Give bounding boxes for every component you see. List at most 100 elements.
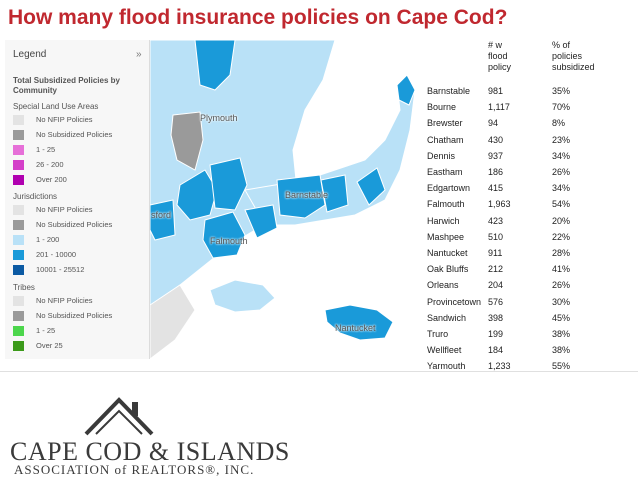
percent-subsidized-cell: 23% xyxy=(552,134,571,145)
legend-close-icon[interactable]: » xyxy=(136,49,142,60)
policy-count-cell: 576 xyxy=(488,296,504,307)
flood-policy-table: # w flood policy % of policies subsidize… xyxy=(425,40,630,371)
percent-subsidized-cell: 20% xyxy=(552,215,571,226)
legend-swatch xyxy=(13,114,24,125)
header-line: subsidized xyxy=(552,62,595,72)
legend-item-label: No Subsidized Policies xyxy=(36,220,113,229)
community-cell: Bourne xyxy=(427,102,457,113)
house-roof-icon xyxy=(84,397,154,436)
community-cell: Dennis xyxy=(427,150,456,161)
jurisdiction-plymouth xyxy=(170,111,204,171)
policy-count-cell: 911 xyxy=(488,248,503,258)
legend-item-label: 26 - 200 xyxy=(36,160,64,169)
table-row: Dennis 937 34% xyxy=(425,148,625,164)
policy-count-cell: 184 xyxy=(488,345,504,356)
legend-swatch xyxy=(13,264,24,275)
policy-count-cell: 415 xyxy=(488,183,504,194)
table-row: Harwich 423 20% xyxy=(425,213,625,229)
percent-subsidized-cell: 28% xyxy=(552,248,571,258)
table-row: Edgartown 415 34% xyxy=(425,180,625,196)
legend-swatch xyxy=(13,234,24,245)
policy-count-cell: 430 xyxy=(488,134,504,145)
legend-swatch xyxy=(13,340,24,351)
table-row: Orleans 204 26% xyxy=(425,277,625,293)
percent-subsidized-cell: 55% xyxy=(552,361,571,372)
community-cell: Truro xyxy=(427,329,449,339)
logo-name: CAPE COD & ISLANDS xyxy=(10,437,290,466)
policy-count-cell: 1,233 xyxy=(488,361,511,372)
logo-subtitle: ASSOCIATION of REALTORS®, INC. xyxy=(14,462,255,477)
legend-swatch xyxy=(13,325,24,336)
table-row: Eastham 186 26% xyxy=(425,164,625,180)
island-marthas-vineyard xyxy=(209,279,276,313)
policy-count-cell: 981 xyxy=(488,86,504,96)
community-cell: Sandwich xyxy=(427,312,467,323)
community-cell: Oak Bluffs xyxy=(427,264,469,275)
bay-edge-left xyxy=(149,284,196,359)
legend-item: No NFIP Policies xyxy=(13,204,93,215)
community-cell: Brewster xyxy=(427,118,463,129)
header-line: policies xyxy=(552,51,583,61)
legend-item: 1 - 200 xyxy=(13,234,59,245)
community-cell: Mashpee xyxy=(427,231,465,242)
policy-count-cell: 510 xyxy=(488,231,504,242)
community-cell: Chatham xyxy=(427,134,464,145)
policy-count-cell: 1,963 xyxy=(488,199,511,210)
jurisdiction-sandwich xyxy=(209,157,248,211)
percent-subsidized-cell: 54% xyxy=(552,199,571,210)
legend-item: 201 - 10000 xyxy=(13,249,76,260)
legend-item: 1 - 25 xyxy=(13,144,55,155)
header-line: policy xyxy=(488,62,512,72)
policy-count-cell: 204 xyxy=(488,280,504,291)
map-label-partial: sford xyxy=(151,210,172,220)
percent-subsidized-cell: 45% xyxy=(552,312,571,323)
community-cell: Harwich xyxy=(427,215,460,226)
percent-subsidized-cell: 26% xyxy=(552,167,571,177)
percent-subsidized-cell: 34% xyxy=(552,150,571,161)
page-title: How many flood insurance policies on Cap… xyxy=(8,6,508,29)
policy-count-cell: 398 xyxy=(488,312,504,323)
legend-swatch xyxy=(13,174,24,185)
legend-swatch xyxy=(13,129,24,140)
percent-subsidized-cell: 35% xyxy=(552,86,571,96)
jurisdiction-chatham xyxy=(356,167,386,206)
legend-item-label: 10001 - 25512 xyxy=(36,265,85,274)
legend-swatch xyxy=(13,144,24,155)
header-line: # w xyxy=(488,40,503,50)
legend-group-label: Jurisdictions xyxy=(13,192,58,201)
map-canvas[interactable] xyxy=(5,40,590,359)
legend-swatch xyxy=(13,219,24,230)
jurisdiction-north-1 xyxy=(194,40,236,91)
percent-subsidized-cell: 8% xyxy=(552,118,566,129)
table-row: Wellfleet 184 38% xyxy=(425,342,625,358)
jurisdiction-truro xyxy=(396,74,416,106)
table-row: Nantucket 911 28% xyxy=(425,245,625,261)
island-nantucket xyxy=(324,304,394,341)
jurisdiction-falmouth xyxy=(202,211,246,259)
jurisdiction-barnstable xyxy=(276,174,326,219)
community-cell: Wellfleet xyxy=(427,345,462,356)
legend-item: Over 200 xyxy=(13,174,67,185)
legend-group-label: Tribes xyxy=(13,283,35,292)
percent-subsidized-cell: 70% xyxy=(552,102,571,113)
table-row: Chatham 430 23% xyxy=(425,132,625,148)
community-cell: Nantucket xyxy=(427,248,468,258)
map-label-falmouth: Falmouth xyxy=(210,236,248,246)
legend-item-label: 1 - 25 xyxy=(36,326,56,335)
table-row: Mashpee 510 22% xyxy=(425,229,625,245)
legend-item: Over 25 xyxy=(13,340,63,351)
legend-swatch xyxy=(13,204,24,215)
header-line: flood xyxy=(488,51,508,61)
legend-item-label: No NFIP Policies xyxy=(36,115,93,124)
legend-item-label: No Subsidized Policies xyxy=(36,311,113,320)
table-row: Brewster 94 8% xyxy=(425,115,625,131)
table-row: Oak Bluffs 212 41% xyxy=(425,261,625,277)
divider xyxy=(0,371,638,372)
legend-item-label: 1 - 200 xyxy=(36,235,60,244)
legend-item: No NFIP Policies xyxy=(13,114,93,125)
legend-swatch xyxy=(13,295,24,306)
table-row: Falmouth 1,963 54% xyxy=(425,196,625,212)
header-flood-policy: # w flood policy xyxy=(488,40,511,73)
policy-count-cell: 1,117 xyxy=(488,102,510,113)
legend-group-label: Special Land Use Areas xyxy=(13,102,99,111)
